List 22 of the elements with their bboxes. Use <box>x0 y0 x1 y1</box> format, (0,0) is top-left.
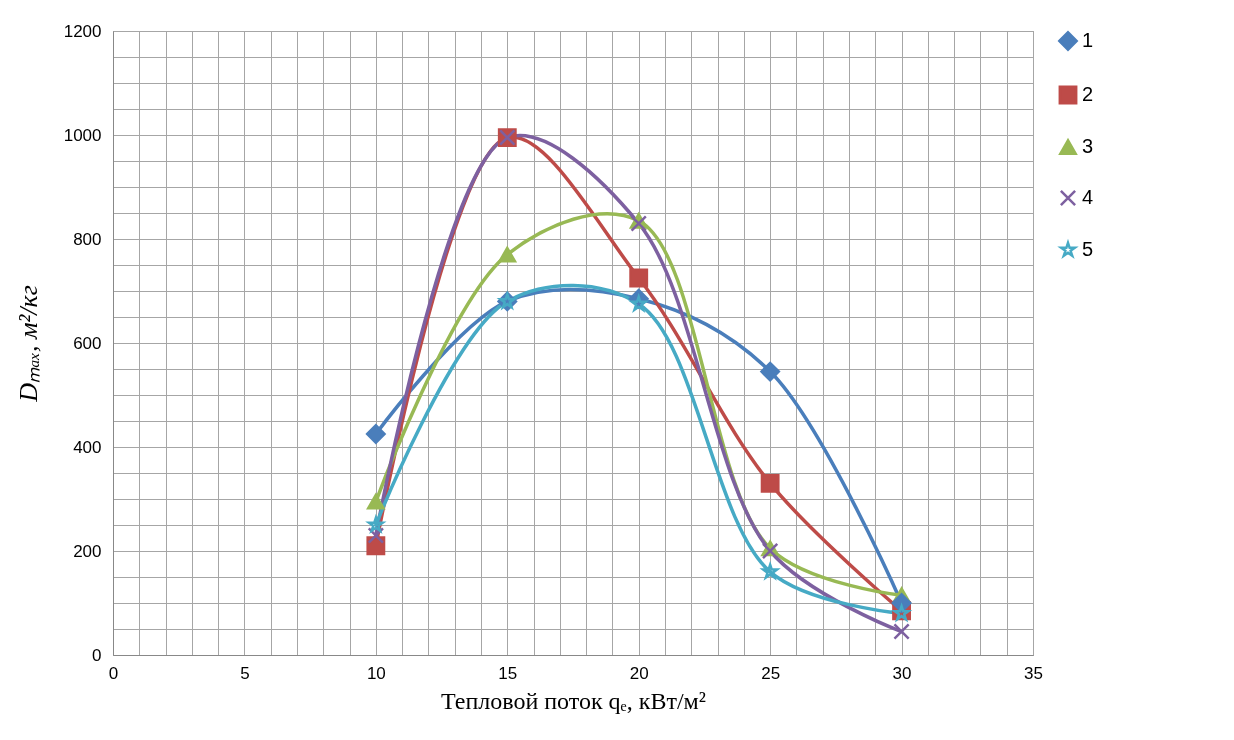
y-axis-title: Dₘₐₓ, м²/кг <box>13 285 43 403</box>
x-axis-title: Тепловой поток qₑ, кВт/м² <box>441 687 706 714</box>
y-tick-label: 0 <box>92 645 102 665</box>
x-tick-label: 15 <box>498 663 518 683</box>
x-tick-label: 20 <box>629 663 649 683</box>
y-tick-label: 1200 <box>63 21 102 41</box>
x-tick-label: 0 <box>108 663 119 683</box>
x-tick-label: 35 <box>1024 663 1043 683</box>
x-tick-label: 25 <box>761 663 781 683</box>
x-tick-label: 30 <box>892 663 912 683</box>
legend-label: 5 <box>1082 238 1094 260</box>
y-tick-label: 800 <box>73 229 102 249</box>
x-tick-label: 5 <box>240 663 250 683</box>
y-tick-label: 1000 <box>63 125 102 145</box>
y-tick-label: 600 <box>73 333 102 353</box>
y-tick-label: 400 <box>73 437 102 457</box>
legend-label: 4 <box>1082 186 1094 208</box>
x-tick-label: 10 <box>366 663 386 683</box>
y-tick-label: 200 <box>73 541 102 561</box>
legend-label: 3 <box>1082 135 1094 157</box>
legend-label: 1 <box>1082 29 1094 51</box>
legend-label: 2 <box>1082 83 1094 105</box>
